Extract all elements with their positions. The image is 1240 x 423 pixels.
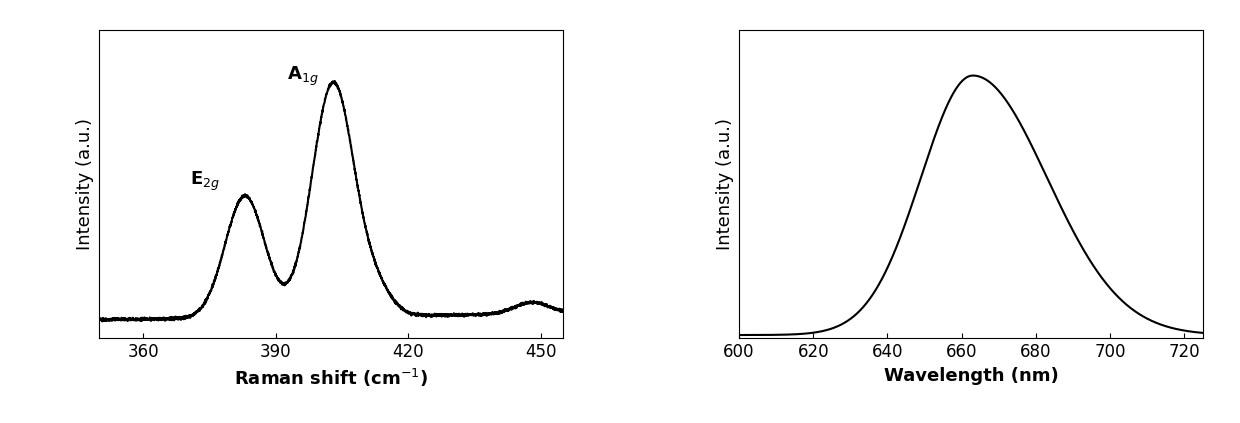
Text: A$_{1g}$: A$_{1g}$: [286, 65, 319, 88]
X-axis label: Raman shift (cm$^{-1}$): Raman shift (cm$^{-1}$): [234, 367, 428, 389]
Y-axis label: Intensity (a.u.): Intensity (a.u.): [76, 118, 94, 250]
Y-axis label: Intensity (a.u.): Intensity (a.u.): [715, 118, 734, 250]
X-axis label: Wavelength (nm): Wavelength (nm): [884, 367, 1058, 385]
Text: E$_{2g}$: E$_{2g}$: [190, 170, 221, 193]
